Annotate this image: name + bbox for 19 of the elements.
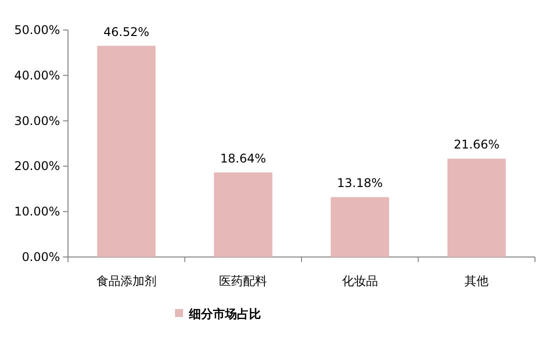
bar bbox=[97, 46, 156, 257]
y-tick-label: 10.00% bbox=[14, 204, 60, 219]
y-tick-label: 50.00% bbox=[14, 23, 60, 37]
x-tick-label: 其他 bbox=[464, 274, 489, 288]
data-label: 13.18% bbox=[336, 176, 383, 190]
x-tick-label: 化妆品 bbox=[342, 274, 378, 288]
legend-label: 细分市场占比 bbox=[188, 307, 261, 321]
x-tick-label: 食品添加剂 bbox=[96, 274, 156, 288]
y-tick-label: 40.00% bbox=[14, 68, 60, 82]
y-tick-label: 20.00% bbox=[14, 159, 60, 174]
y-tick-label: 0.00% bbox=[22, 250, 60, 264]
y-tick-label: 30.00% bbox=[14, 114, 60, 128]
data-label: 21.66% bbox=[454, 138, 500, 152]
bar bbox=[214, 172, 272, 257]
bar bbox=[447, 158, 506, 257]
data-label: 46.52% bbox=[103, 24, 150, 39]
bar bbox=[330, 197, 390, 257]
data-label: 18.64% bbox=[220, 151, 266, 166]
x-tick-label: 医药配料 bbox=[219, 274, 268, 288]
